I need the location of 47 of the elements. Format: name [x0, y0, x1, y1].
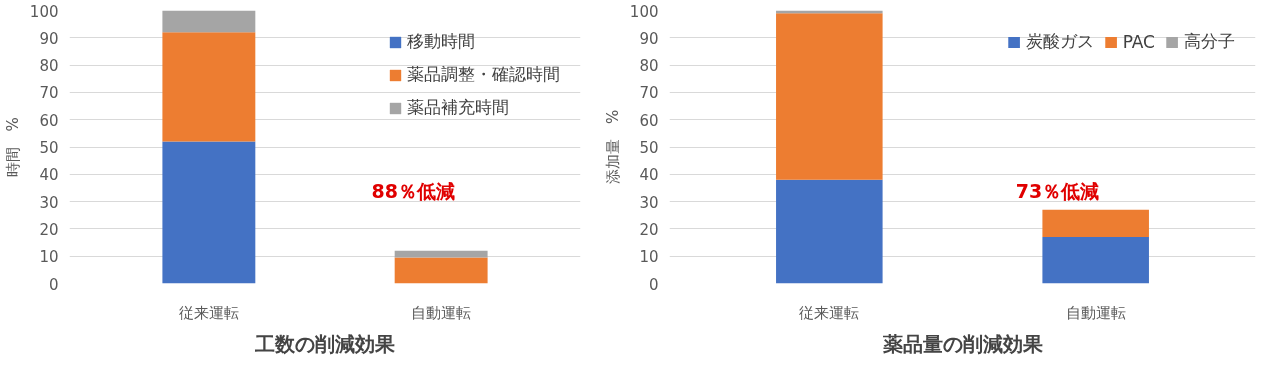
y-tick-label: 0: [48, 275, 59, 294]
legend-label: 炭酸ガス: [1025, 30, 1094, 53]
y-tick-label: 100: [629, 2, 659, 21]
y-tick-label: 100: [29, 2, 59, 21]
legend-label: 移動時間: [407, 30, 475, 53]
y-tick-label: 70: [39, 84, 59, 103]
legend-label: PAC: [1122, 31, 1155, 52]
y-tick-label: 60: [639, 111, 659, 130]
y-tick-label: 20: [639, 220, 659, 239]
annotation: 88％低減: [371, 179, 455, 202]
bar: [162, 32, 256, 142]
y-tick-label: 10: [39, 248, 59, 267]
y-tick-label: 50: [39, 139, 59, 157]
text: 工数の削減効果: [254, 331, 396, 356]
bar: [776, 13, 883, 180]
x-tick-label: 従来運転: [178, 303, 239, 322]
bar: [1042, 237, 1149, 284]
x-tick-label: 自動運転: [411, 303, 472, 322]
legend-label: 高分子: [1184, 30, 1235, 53]
y-tick-label: 30: [39, 193, 59, 212]
y-tick-label: 30: [639, 193, 659, 212]
bar: [162, 141, 256, 284]
legend-label: 薬品調整・確認時間: [407, 63, 560, 86]
bar: [394, 250, 488, 258]
y-tick-label: 40: [39, 166, 59, 185]
bar: [1042, 209, 1149, 238]
y-tick-label: 0: [648, 275, 659, 294]
bar: [776, 179, 883, 284]
annotation: 73％低減: [1015, 179, 1100, 202]
y-tick-label: 80: [639, 57, 659, 76]
text: 薬品量の削減効果: [881, 331, 1044, 356]
bar: [394, 257, 488, 284]
y-tick-label: 20: [39, 220, 59, 239]
bar: [162, 10, 256, 33]
y-tick-label: 40: [639, 166, 659, 185]
legend-label: 薬品補充時間: [407, 96, 509, 119]
y-tick-label: 50: [639, 139, 659, 157]
y-axis-title: 添加量 %: [603, 109, 622, 185]
y-tick-label: 60: [39, 111, 59, 130]
y-tick-label: 90: [39, 29, 59, 48]
x-tick-label: 従来運転: [799, 303, 860, 322]
y-tick-label: 80: [39, 57, 59, 76]
x-tick-label: 自動運転: [1065, 303, 1126, 322]
y-tick-label: 10: [639, 248, 659, 267]
y-tick-label: 90: [639, 29, 659, 48]
y-tick-label: 70: [639, 84, 659, 103]
y-axis-title: 時間 %: [3, 117, 22, 177]
